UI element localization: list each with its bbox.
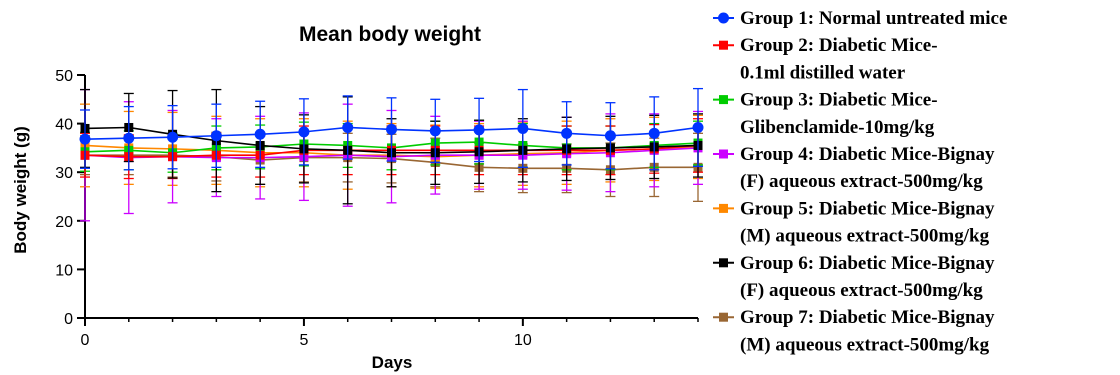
legend-item-5: Group 5: Diabetic Mice-Bignay (M) aqueous… bbox=[713, 198, 995, 247]
legend: Group 1: Normal untreated mice Group 2: D… bbox=[713, 8, 1007, 355]
data-point bbox=[79, 133, 91, 145]
data-point bbox=[517, 122, 529, 134]
legend-label: (F) aqueous extract-500mg/kg bbox=[740, 171, 983, 192]
y-tick-label: 0 bbox=[64, 311, 73, 328]
x-tick-label: 0 bbox=[81, 332, 90, 349]
data-point bbox=[429, 125, 441, 137]
data-point bbox=[561, 127, 573, 139]
legend-label: Group 1: Normal untreated mice bbox=[740, 8, 1007, 29]
legend-label: Group 4: Diabetic Mice-Bignay bbox=[740, 144, 995, 165]
legend-item-2: Group 2: Diabetic Mice- 0.1ml distilled w… bbox=[713, 35, 938, 83]
legend-item-6: Group 6: Diabetic Mice-Bignay (F) aqueous… bbox=[713, 253, 995, 301]
data-point bbox=[473, 124, 485, 136]
data-point bbox=[604, 130, 616, 142]
legend-swatch-marker bbox=[719, 203, 728, 213]
data-point bbox=[692, 121, 704, 133]
legend-label: (M) aqueous extract-500mg/kg bbox=[740, 334, 990, 355]
x-tick-label: 10 bbox=[514, 332, 532, 349]
legend-label: Group 5: Diabetic Mice-Bignay bbox=[740, 198, 995, 219]
x-tick-label: 5 bbox=[299, 332, 308, 349]
data-point bbox=[123, 132, 135, 144]
plot-area bbox=[79, 87, 704, 222]
legend-item-1: Group 1: Normal untreated mice bbox=[713, 8, 1007, 29]
legend-label: 0.1ml distilled water bbox=[740, 62, 906, 83]
legend-label: Group 6: Diabetic Mice-Bignay bbox=[740, 253, 995, 274]
legend-label: Group 7: Diabetic Mice-Bignay bbox=[740, 307, 995, 328]
legend-label: Glibenclamide-10mg/kg bbox=[740, 117, 935, 138]
legend-label: Group 2: Diabetic Mice- bbox=[740, 35, 938, 56]
data-point bbox=[210, 130, 222, 142]
data-point bbox=[298, 126, 310, 138]
legend-item-3: Group 3: Diabetic Mice- Glibenclamide-10m… bbox=[713, 90, 938, 138]
y-tick-label: 50 bbox=[55, 68, 73, 85]
y-tick-label: 10 bbox=[55, 262, 73, 279]
legend-item-4: Group 4: Diabetic Mice-Bignay (F) aqueous… bbox=[713, 144, 995, 192]
x-axis-label: Days bbox=[372, 353, 413, 372]
legend-swatch-marker bbox=[718, 12, 729, 24]
legend-swatch-marker bbox=[719, 40, 728, 50]
axes: 0 10 20 30 40 50 0 5 10 bbox=[55, 68, 699, 349]
legend-swatch-marker bbox=[719, 258, 728, 268]
legend-swatch-marker bbox=[719, 312, 728, 322]
series-1 bbox=[79, 87, 704, 171]
legend-label: (M) aqueous extract-500mg/kg bbox=[740, 226, 990, 247]
data-point bbox=[167, 131, 179, 143]
y-axis-label: Body weight (g) bbox=[11, 126, 30, 253]
data-point bbox=[648, 127, 660, 139]
data-point bbox=[342, 121, 354, 133]
y-tick-label: 20 bbox=[55, 214, 73, 231]
y-tick-label: 40 bbox=[55, 117, 73, 134]
legend-swatch-marker bbox=[719, 149, 728, 159]
chart-title: Mean body weight bbox=[299, 23, 481, 46]
legend-swatch-marker bbox=[719, 95, 728, 105]
legend-item-7: Group 7: Diabetic Mice-Bignay (M) aqueous… bbox=[713, 307, 995, 355]
legend-label: (F) aqueous extract-500mg/kg bbox=[740, 280, 983, 301]
y-tick-label: 30 bbox=[55, 165, 73, 182]
legend-label: Group 3: Diabetic Mice- bbox=[740, 90, 938, 111]
data-point bbox=[254, 128, 266, 140]
data-point bbox=[386, 123, 397, 135]
